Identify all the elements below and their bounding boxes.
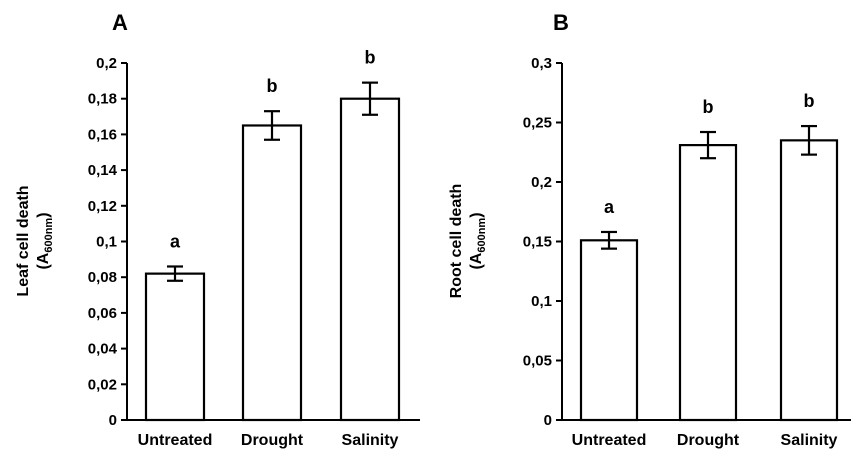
category-label: Untreated xyxy=(572,432,647,449)
significance-label: b xyxy=(703,97,714,117)
y-tick-label: 0,25 xyxy=(523,115,552,132)
y-tick-label: 0,2 xyxy=(531,174,552,191)
y-tick-label: 0,05 xyxy=(523,353,552,370)
bar-salinity xyxy=(339,97,401,422)
category-label: Salinity xyxy=(781,432,838,449)
y-axis-unit-base: (A xyxy=(35,252,52,269)
category-label: Drought xyxy=(241,432,304,449)
bar-salinity xyxy=(779,139,839,422)
y-axis-unit-end: ) xyxy=(468,212,485,217)
y-tick-label: 0 xyxy=(109,412,117,429)
chart-panel-a: A 0 0,02 0,04 0,06 0,08 0,1 0,12 0,14 0,16 0,18 0,2… xyxy=(15,10,420,449)
y-tick-label: 0 xyxy=(544,412,552,429)
y-axis-unit: (A600nm) xyxy=(468,212,488,269)
y-tick-label: 0,18 xyxy=(88,91,117,108)
y-axis-unit: (A600nm) xyxy=(35,212,55,269)
category-label: Salinity xyxy=(342,432,399,449)
panel-letter: A xyxy=(112,10,128,35)
bar-drought xyxy=(241,124,303,422)
category-label: Drought xyxy=(677,432,740,449)
significance-label: a xyxy=(170,231,181,251)
y-tick-label: 0,1 xyxy=(96,234,117,251)
panel-letter: B xyxy=(553,10,569,35)
y-tick-label: 0,2 xyxy=(96,55,117,72)
y-axis-unit-subscript: 600nm xyxy=(43,218,55,253)
y-tick-label: 0,16 xyxy=(88,126,117,143)
y-axis-title: Root cell death xyxy=(448,184,465,299)
y-axis-unit-subscript: 600nm xyxy=(476,218,488,253)
bar-untreated xyxy=(579,239,639,422)
y-tick-label: 0,15 xyxy=(523,234,552,251)
category-label: Untreated xyxy=(138,432,213,449)
y-tick-label: 0,08 xyxy=(88,269,117,286)
y-tick-label: 0,3 xyxy=(531,55,552,72)
chart-panel-b: B 0 0,05 0,1 0,15 0,2 0,25 0,3 Root cell death (A… xyxy=(448,10,851,449)
y-tick-label: 0,02 xyxy=(88,376,117,393)
y-tick-label: 0,14 xyxy=(88,162,118,179)
y-axis-title: Leaf cell death xyxy=(15,185,32,296)
y-axis-unit-end: ) xyxy=(35,212,52,217)
significance-label: b xyxy=(267,76,278,96)
bar-untreated xyxy=(144,272,206,422)
significance-label: b xyxy=(365,48,376,68)
significance-label: b xyxy=(804,91,815,111)
bar-drought xyxy=(678,144,738,422)
y-axis-unit-base: (A xyxy=(468,252,485,269)
y-tick-label: 0,04 xyxy=(88,341,118,358)
y-tick-label: 0,12 xyxy=(88,198,117,215)
y-tick-label: 0,06 xyxy=(88,305,117,322)
significance-label: a xyxy=(604,197,615,217)
y-tick-label: 0,1 xyxy=(531,293,552,310)
